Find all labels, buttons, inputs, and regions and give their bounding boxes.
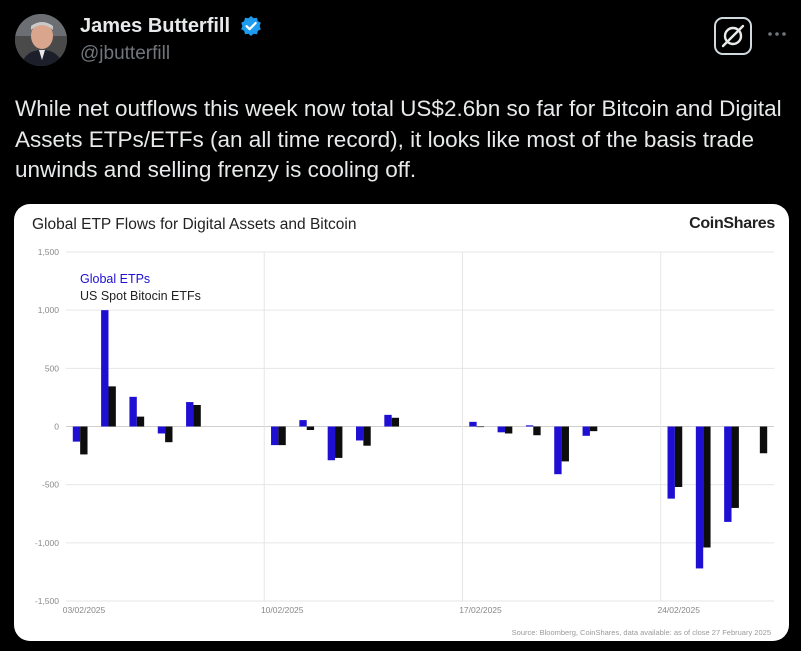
y-tick-label: -500 — [42, 480, 59, 490]
bar-us-spot-etfs — [335, 426, 343, 458]
grok-button[interactable] — [714, 17, 752, 55]
bar-global-etps — [582, 426, 590, 436]
bar-global-etps — [497, 426, 505, 433]
bar-global-etps — [724, 426, 732, 522]
chart-image[interactable]: 1,500 1,000 500 0 -500 -1,000 -1,500 03/02/202… — [14, 204, 789, 641]
bar-global-etps — [101, 310, 109, 427]
verified-badge-icon — [241, 16, 261, 36]
chart-grid — [66, 251, 774, 602]
more-horizontal-icon[interactable] — [762, 22, 792, 46]
bar-chart: 1,500 1,000 500 0 -500 -1,000 -1,500 03/02/202… — [35, 247, 774, 615]
bar-us-spot-etfs — [278, 426, 286, 446]
legend-us-spot-etfs: US Spot Bitocin ETFs — [80, 289, 201, 303]
bar-global-etps — [695, 426, 704, 569]
avatar-photo — [15, 14, 67, 66]
x-tick-label: 03/02/2025 — [63, 605, 106, 615]
bar-global-etps — [384, 414, 392, 427]
bar-global-etps — [299, 420, 307, 427]
y-tick-label: 1,000 — [38, 305, 60, 315]
bar-us-spot-etfs — [80, 426, 88, 455]
bar-global-etps — [525, 425, 534, 427]
x-tick-label: 17/02/2025 — [459, 605, 502, 615]
bar-us-spot-etfs — [165, 426, 173, 443]
x-tick-label: 24/02/2025 — [657, 605, 700, 615]
chart-legend: Global ETPs US Spot Bitocin ETFs — [80, 272, 201, 303]
bar-global-etps — [327, 426, 336, 461]
y-tick-label: 500 — [45, 363, 59, 373]
bar-us-spot-etfs — [108, 386, 116, 427]
x-tick-label: 10/02/2025 — [261, 605, 304, 615]
tweet-text: While net outflows this week now total U… — [15, 96, 782, 182]
bar-global-etps — [129, 396, 137, 427]
chart-source-note: Source: Bloomberg, CoinShares, data avai… — [511, 628, 771, 637]
bar-us-spot-etfs — [589, 426, 598, 432]
bar-global-etps — [469, 421, 477, 427]
chart-title: Global ETP Flows for Digital Assets and … — [32, 216, 357, 233]
y-tick-label: -1,000 — [35, 538, 59, 548]
bar-us-spot-etfs — [759, 426, 768, 454]
bar-us-spot-etfs — [193, 404, 201, 427]
grok-icon — [721, 24, 745, 48]
bar-us-spot-etfs — [136, 416, 145, 427]
tweet-header: James Butterfill @jbutterfill — [0, 0, 801, 80]
author-handle[interactable]: @jbutterfill — [80, 43, 171, 64]
bar-global-etps — [271, 426, 279, 446]
bar-global-etps — [667, 426, 675, 499]
bar-us-spot-etfs — [674, 426, 683, 487]
avatar[interactable] — [15, 14, 67, 66]
y-tick-label: 0 — [54, 422, 59, 432]
bar-global-etps — [186, 402, 194, 427]
bar-us-spot-etfs — [391, 417, 400, 427]
y-tick-label: -1,500 — [35, 596, 59, 606]
chart-bars — [72, 310, 768, 569]
bar-us-spot-etfs — [703, 426, 711, 548]
bar-us-spot-etfs — [504, 426, 513, 434]
bar-global-etps — [554, 426, 562, 475]
coinshares-logo: CoinShares — [689, 215, 775, 232]
bar-us-spot-etfs — [306, 426, 315, 430]
bar-us-spot-etfs — [731, 426, 739, 508]
author-name[interactable]: James Butterfill — [80, 15, 231, 37]
bar-global-etps — [157, 426, 166, 434]
y-tick-label: 1,500 — [38, 247, 60, 257]
x-axis: 03/02/2025 10/02/2025 17/02/2025 24/02/2025 — [63, 605, 701, 615]
y-axis: 1,500 1,000 500 0 -500 -1,000 -1,500 — [35, 247, 59, 606]
bar-us-spot-etfs — [363, 426, 371, 446]
bar-us-spot-etfs — [476, 426, 485, 428]
bar-us-spot-etfs — [561, 426, 569, 462]
bar-global-etps — [72, 426, 81, 442]
bar-us-spot-etfs — [533, 426, 541, 436]
legend-global-etps: Global ETPs — [80, 272, 150, 286]
bar-global-etps — [355, 426, 364, 441]
